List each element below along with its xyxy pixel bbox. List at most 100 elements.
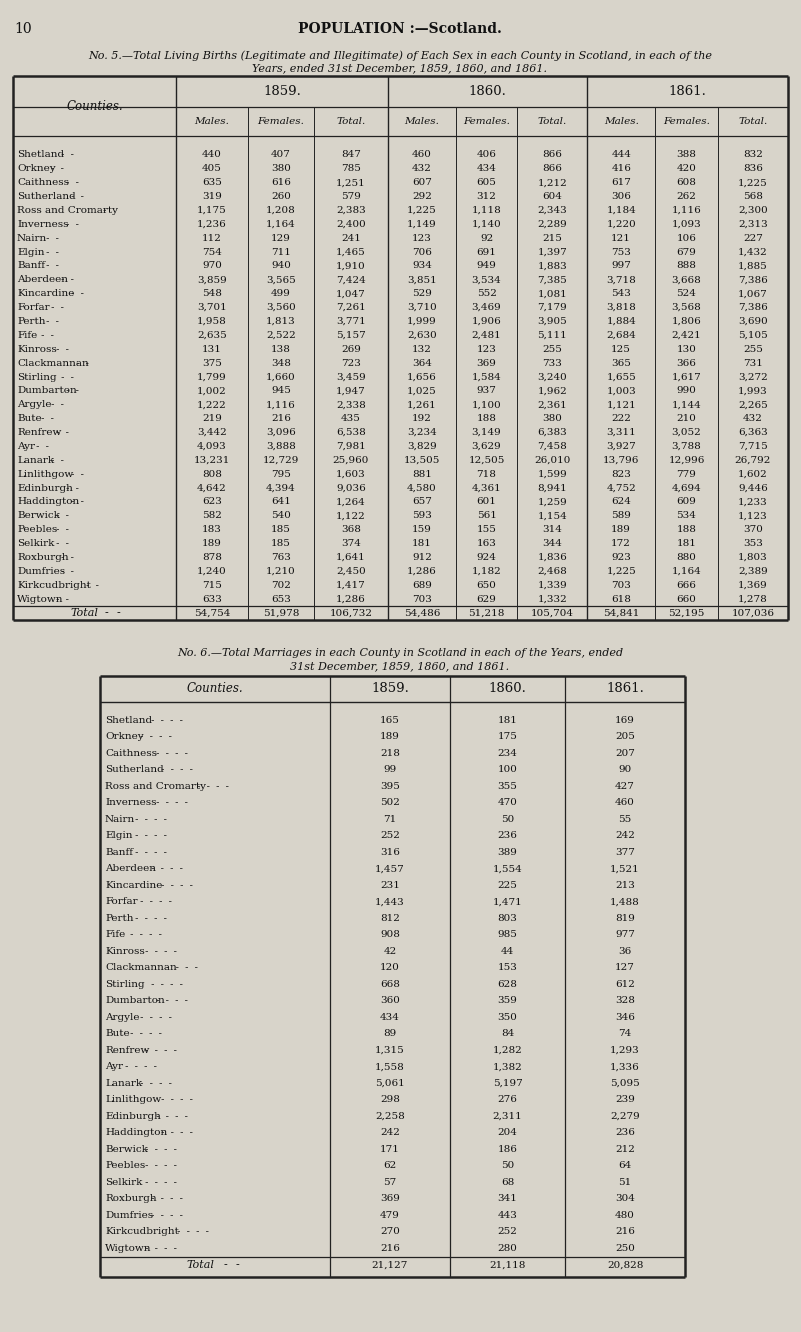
Text: 990: 990 (677, 386, 696, 396)
Text: Roxburgh: Roxburgh (17, 553, 69, 562)
Text: -  -: - - (43, 261, 59, 270)
Text: 812: 812 (380, 914, 400, 923)
Text: 803: 803 (497, 914, 517, 923)
Text: Selkirk: Selkirk (17, 539, 54, 549)
Text: 524: 524 (677, 289, 696, 298)
Text: 395: 395 (380, 782, 400, 791)
Text: 819: 819 (615, 914, 635, 923)
Text: 3,560: 3,560 (266, 304, 296, 312)
Text: 3,771: 3,771 (336, 317, 366, 326)
Text: 355: 355 (497, 782, 517, 791)
Text: 4,580: 4,580 (407, 484, 437, 493)
Text: 106,732: 106,732 (329, 609, 372, 618)
Text: 1,067: 1,067 (738, 289, 767, 298)
Text: -  -: - - (83, 581, 99, 590)
Text: 668: 668 (380, 980, 400, 988)
Text: 3,272: 3,272 (738, 373, 767, 381)
Text: 1,122: 1,122 (336, 511, 366, 521)
Text: 121: 121 (611, 233, 631, 242)
Text: 405: 405 (202, 164, 222, 173)
Text: Kinross: Kinross (105, 947, 145, 956)
Text: Banff: Banff (17, 261, 45, 270)
Text: 432: 432 (412, 164, 432, 173)
Text: 795: 795 (271, 470, 291, 478)
Text: -  -  -  -: - - - - (163, 963, 198, 972)
Text: -  -: - - (68, 497, 84, 506)
Text: Stirling: Stirling (105, 980, 145, 988)
Text: 1,885: 1,885 (738, 261, 767, 270)
Text: Years, ended 31st December, 1859, 1860, and 1861.: Years, ended 31st December, 1859, 1860, … (252, 63, 548, 73)
Text: 763: 763 (271, 553, 291, 562)
Text: 13,231: 13,231 (194, 456, 230, 465)
Text: 785: 785 (341, 164, 360, 173)
Text: Dumfries: Dumfries (17, 567, 65, 575)
Text: -  -: - - (48, 164, 64, 173)
Text: 679: 679 (677, 248, 696, 257)
Text: -: - (223, 1260, 227, 1269)
Text: 847: 847 (341, 151, 360, 160)
Text: 377: 377 (615, 847, 635, 856)
Text: 3,565: 3,565 (266, 276, 296, 285)
Text: 205: 205 (615, 733, 635, 741)
Text: 1,164: 1,164 (671, 567, 702, 575)
Text: Fife: Fife (105, 930, 125, 939)
Text: 2,258: 2,258 (375, 1112, 405, 1120)
Text: 9,446: 9,446 (738, 484, 767, 493)
Text: 534: 534 (677, 511, 696, 521)
Text: -  -: - - (43, 317, 59, 326)
Text: 2,300: 2,300 (738, 206, 767, 214)
Text: 2,338: 2,338 (336, 401, 366, 409)
Text: 435: 435 (341, 414, 360, 424)
Text: 1,471: 1,471 (493, 898, 522, 906)
Text: 1,397: 1,397 (537, 248, 567, 257)
Text: 434: 434 (380, 1012, 400, 1022)
Text: Argyle: Argyle (105, 1012, 139, 1022)
Text: 543: 543 (611, 289, 631, 298)
Text: 131: 131 (202, 345, 222, 354)
Text: 609: 609 (677, 497, 696, 506)
Text: 90: 90 (618, 766, 632, 774)
Text: 1,884: 1,884 (606, 317, 636, 326)
Text: 1,993: 1,993 (738, 386, 767, 396)
Text: 3,701: 3,701 (197, 304, 227, 312)
Text: 42: 42 (384, 947, 396, 956)
Text: 218: 218 (380, 749, 400, 758)
Text: -  -  -  -: - - - - (122, 1062, 156, 1071)
Text: 2,635: 2,635 (197, 330, 227, 340)
Text: 36: 36 (618, 947, 632, 956)
Text: -  -  -  -: - - - - (174, 1227, 208, 1236)
Text: 706: 706 (412, 248, 432, 257)
Text: 2,265: 2,265 (738, 401, 767, 409)
Text: 369: 369 (380, 1195, 400, 1203)
Text: 608: 608 (677, 178, 696, 188)
Text: 561: 561 (477, 511, 497, 521)
Text: 1,803: 1,803 (738, 553, 767, 562)
Text: 319: 319 (202, 192, 222, 201)
Text: 181: 181 (677, 539, 696, 549)
Text: -  -  -  -: - - - - (143, 947, 177, 956)
Text: 985: 985 (497, 930, 517, 939)
Text: 306: 306 (611, 192, 631, 201)
Text: 12,996: 12,996 (668, 456, 705, 465)
Text: Kincardine: Kincardine (105, 880, 163, 890)
Text: 3,149: 3,149 (472, 428, 501, 437)
Text: -  -: - - (53, 525, 69, 534)
Text: 997: 997 (611, 261, 631, 270)
Text: 2,313: 2,313 (738, 220, 767, 229)
Text: 171: 171 (380, 1144, 400, 1154)
Text: 280: 280 (497, 1244, 517, 1253)
Text: 7,386: 7,386 (738, 304, 767, 312)
Text: -  -: - - (73, 358, 89, 368)
Text: 607: 607 (412, 178, 432, 188)
Text: 1860.: 1860. (469, 85, 506, 99)
Text: 657: 657 (412, 497, 432, 506)
Text: Lanark: Lanark (17, 456, 54, 465)
Text: Peebles: Peebles (17, 525, 57, 534)
Text: 241: 241 (341, 233, 360, 242)
Text: 2,289: 2,289 (537, 220, 567, 229)
Text: 44: 44 (501, 947, 514, 956)
Text: 252: 252 (497, 1227, 517, 1236)
Text: 718: 718 (477, 470, 497, 478)
Text: 21,127: 21,127 (372, 1260, 409, 1269)
Text: 165: 165 (380, 715, 400, 725)
